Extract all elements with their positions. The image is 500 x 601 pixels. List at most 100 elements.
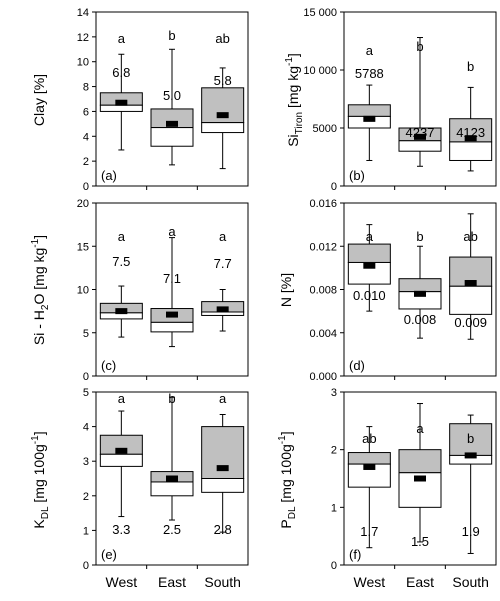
significance-letter: b	[467, 59, 474, 74]
box-south: a 7.7	[201, 229, 245, 332]
x-category-label: South	[204, 574, 241, 590]
mean-value-label: 0.009	[454, 315, 487, 330]
y-tick-label: 1	[331, 502, 337, 514]
box-east: b 4237	[398, 37, 442, 167]
box-upper-quartile	[398, 278, 442, 293]
mean-marker	[414, 475, 426, 482]
significance-letter: b	[416, 39, 423, 54]
y-axis-label-sub: 2	[40, 304, 51, 310]
box-east: b 5.0	[150, 28, 194, 166]
mean-marker	[216, 306, 229, 313]
y-axis-label-tail: [mg kg	[285, 66, 301, 112]
box-upper-quartile	[347, 452, 391, 465]
y-axis-label-sup: -1	[284, 57, 295, 66]
box-lower-quartile	[150, 127, 194, 147]
box-east: b 0.008	[398, 229, 442, 339]
box-lower-quartile	[150, 321, 194, 333]
mean-value-label: 5788	[355, 66, 384, 81]
mean-value-label: 7.1	[163, 271, 181, 286]
mean-marker	[115, 308, 128, 315]
y-axis-label: N [%]	[278, 273, 294, 307]
y-tick-label: 12	[77, 32, 89, 44]
x-category-label: West	[354, 574, 386, 590]
x-category-label: East	[406, 574, 434, 590]
y-tick-label: 2	[83, 156, 89, 168]
y-axis-label-close: ]	[31, 431, 47, 435]
x-category-label: East	[158, 574, 186, 590]
box-lower-quartile	[99, 453, 143, 467]
y-axis-label-main: K	[31, 519, 47, 529]
box-lower-quartile	[201, 122, 245, 134]
y-axis-label-tail: [mg 100g	[278, 444, 294, 506]
mean-value-label: 7.5	[112, 254, 130, 269]
panel-label: (b)	[349, 168, 365, 183]
box-south: a 2.8	[201, 391, 245, 537]
mean-marker	[216, 112, 229, 119]
mean-marker	[414, 290, 426, 297]
y-tick-label: 6	[83, 106, 89, 118]
y-tick-label: 0	[331, 560, 337, 572]
y-tick-label: 0.012	[309, 241, 337, 253]
box-lower-quartile	[449, 285, 493, 315]
plot-frame	[95, 11, 249, 187]
chart-panel-c: 0 5 10 15 20 Si - H2O [mg kg-1] (c) a 7.5 a 7.1 a 7.…	[30, 198, 249, 383]
significance-letter: a	[366, 229, 374, 244]
mean-value-label: 2.8	[214, 522, 232, 537]
x-category-label: South	[452, 574, 489, 590]
y-axis-label-sup: -1	[277, 435, 288, 444]
chart-panel-d: 0.000 0.004 0.008 0.012 0.016 N [%] (d) a 0.010 b…	[278, 198, 497, 383]
mean-marker	[166, 120, 178, 127]
box-upper-quartile	[347, 104, 391, 117]
y-tick-label: 10	[77, 285, 89, 297]
significance-letter: a	[416, 421, 424, 436]
y-tick-label: 10	[77, 57, 89, 69]
box-upper-quartile	[449, 423, 493, 456]
plot-frame	[343, 11, 497, 187]
box-west: a 3.3	[99, 391, 143, 537]
significance-letter: a	[118, 31, 126, 46]
significance-letter: b	[168, 28, 175, 43]
mean-marker	[464, 135, 477, 142]
y-axis-label: KDL [mg 100g-1]	[30, 431, 51, 528]
mean-value-label: 2.5	[163, 522, 181, 537]
y-tick-label: 8	[83, 82, 89, 94]
box-west: a 6.8	[99, 31, 143, 151]
y-tick-label: 3	[331, 387, 337, 399]
y-tick-label: 0	[331, 181, 337, 193]
box-upper-quartile	[398, 449, 442, 474]
box-lower-quartile	[398, 140, 442, 152]
box-south: b 4123	[449, 59, 493, 172]
mean-value-label: 5.0	[163, 88, 181, 103]
y-axis-label: PDL [mg 100g-1]	[277, 431, 298, 528]
y-tick-label: 2	[83, 491, 89, 503]
mean-value-label: 5.8	[214, 73, 232, 88]
mean-marker	[216, 465, 229, 472]
y-tick-label: 0.004	[309, 328, 337, 340]
significance-letter: a	[168, 224, 176, 239]
significance-letter: a	[219, 229, 227, 244]
box-lower-quartile	[99, 104, 143, 112]
mean-value-label: 1.9	[462, 524, 480, 539]
mean-value-label: 6.8	[112, 65, 130, 80]
y-axis-label: SiTiron [mg kg-1]	[284, 53, 305, 147]
y-tick-label: 0	[83, 181, 89, 193]
y-tick-label: 15	[77, 241, 89, 253]
panel-label: (c)	[101, 358, 116, 373]
significance-letter: ab	[362, 431, 376, 446]
mean-value-label: 1.5	[411, 534, 429, 549]
chart-panel-a: 0 2 4 6 8 10 12 14 Clay [%] (a) a 6.8 b 5.0 ab 5.8	[31, 7, 249, 193]
y-axis-label-sub: Tiron	[294, 112, 305, 134]
box-east: a 7.1	[150, 224, 194, 348]
box-south: ab 5.8	[201, 31, 245, 170]
y-axis-label-main: Si - H	[31, 310, 47, 345]
y-tick-label: 2	[331, 445, 337, 457]
mean-value-label: 4237	[406, 125, 435, 140]
x-category-label: West	[106, 574, 138, 590]
y-tick-label: 20	[77, 198, 89, 210]
significance-letter: a	[118, 229, 126, 244]
mean-value-label: 1.7	[360, 524, 378, 539]
y-tick-label: 4	[83, 131, 89, 143]
y-tick-label: 4	[83, 422, 89, 434]
y-axis-label-close: ]	[285, 53, 301, 57]
